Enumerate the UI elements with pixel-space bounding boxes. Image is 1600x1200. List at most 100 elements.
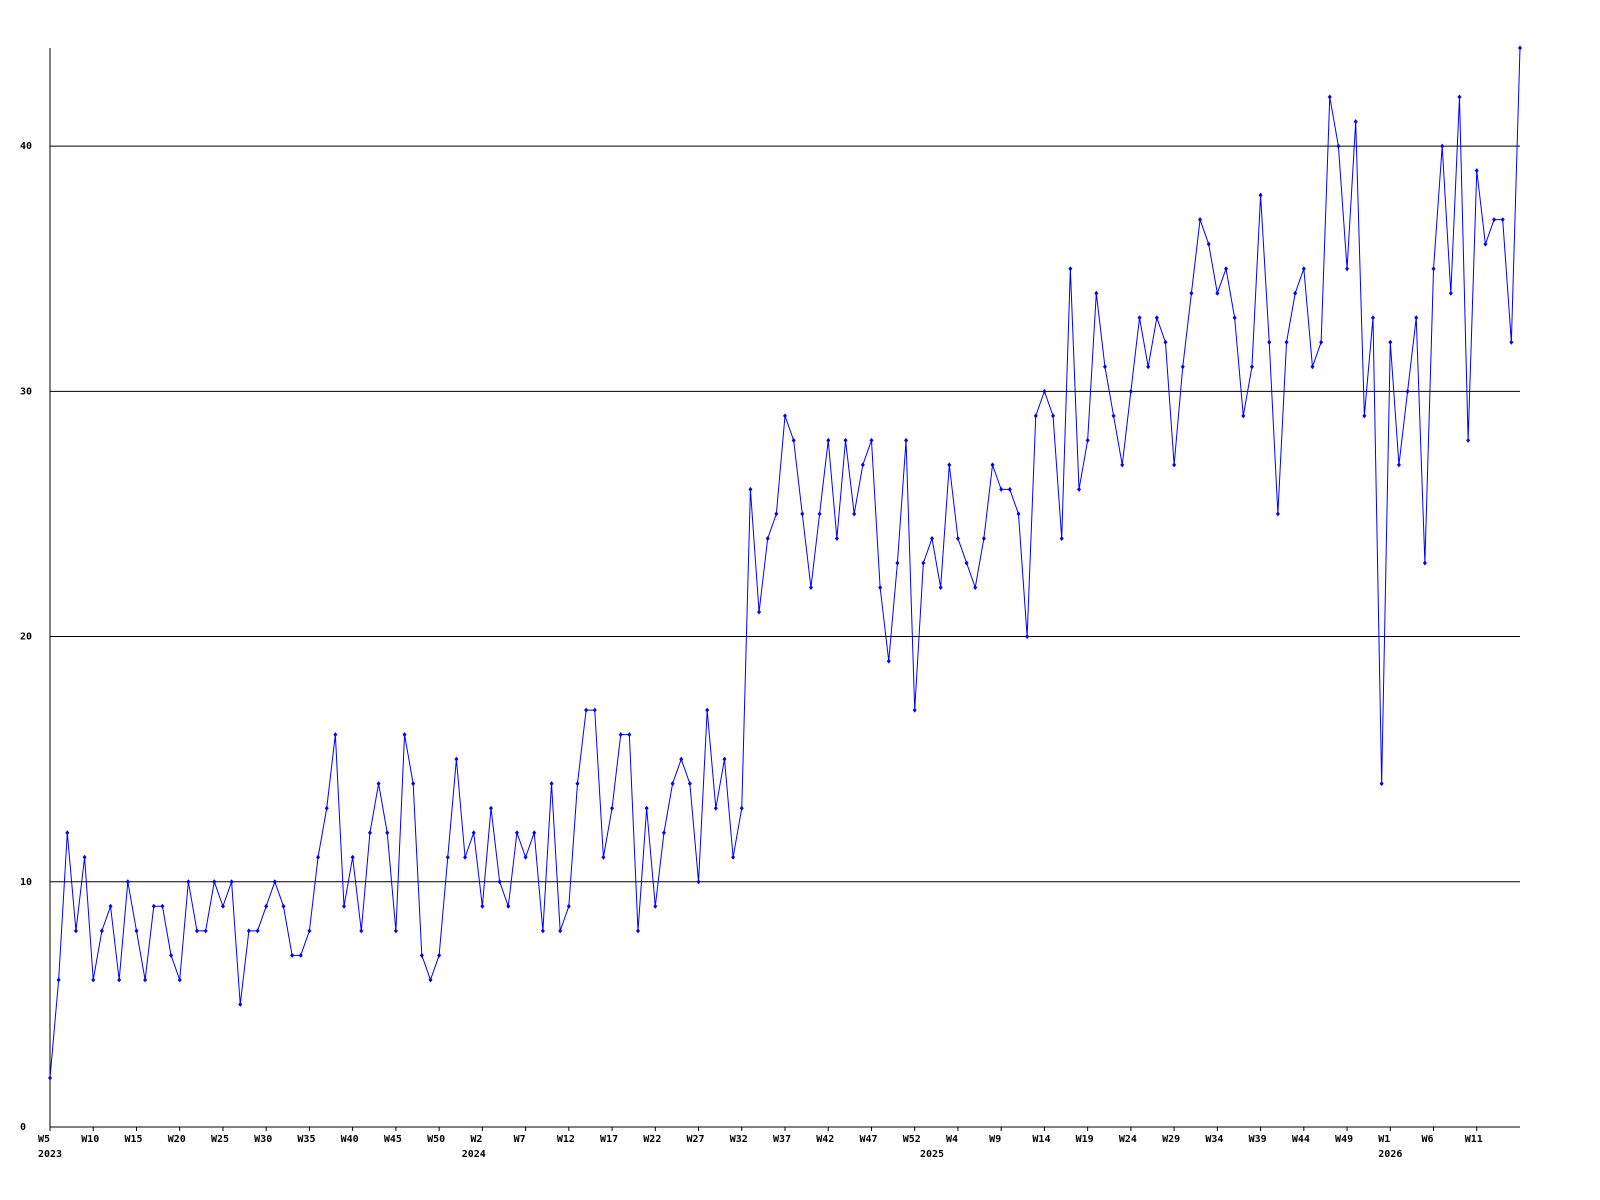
data-point bbox=[852, 511, 857, 517]
data-point bbox=[1362, 413, 1367, 419]
data-point bbox=[463, 854, 468, 860]
data-point bbox=[938, 585, 943, 590]
data-point bbox=[1275, 511, 1280, 517]
x-tick-label: W24 bbox=[1119, 1134, 1137, 1145]
data-point bbox=[1077, 486, 1081, 492]
year-label: 2024 bbox=[462, 1149, 486, 1160]
x-tick-label: W4 bbox=[946, 1134, 958, 1145]
data-point bbox=[1128, 388, 1133, 394]
data-point bbox=[220, 903, 225, 909]
x-tick-label: W30 bbox=[254, 1134, 272, 1145]
x-tick-label: W37 bbox=[773, 1134, 791, 1145]
data-point bbox=[411, 781, 416, 787]
data-point bbox=[618, 732, 623, 738]
data-point bbox=[1293, 290, 1298, 296]
data-point bbox=[774, 511, 779, 517]
y-tick-label: 10 bbox=[20, 877, 32, 888]
data-point bbox=[1137, 315, 1142, 321]
x-tick-label: W7 bbox=[514, 1134, 526, 1145]
data-point bbox=[705, 707, 710, 713]
x-tick-label: W11 bbox=[1465, 1134, 1483, 1145]
data-point bbox=[687, 781, 692, 787]
data-point bbox=[722, 756, 727, 762]
data-point bbox=[1483, 241, 1488, 247]
data-point bbox=[264, 903, 269, 909]
data-point bbox=[1422, 560, 1427, 566]
data-point bbox=[575, 781, 580, 787]
data-point bbox=[1353, 119, 1358, 125]
x-tick-label: W5 bbox=[38, 1134, 50, 1145]
data-point bbox=[670, 781, 675, 787]
data-point bbox=[65, 830, 70, 836]
data-point bbox=[402, 732, 407, 738]
data-point bbox=[1111, 413, 1116, 419]
data-point bbox=[523, 854, 528, 860]
data-point bbox=[1198, 217, 1203, 223]
data-point bbox=[506, 903, 511, 909]
data-point bbox=[886, 658, 891, 664]
data-point bbox=[445, 854, 450, 860]
data-point bbox=[108, 903, 113, 909]
data-point bbox=[497, 879, 502, 885]
data-point bbox=[549, 781, 554, 787]
data-point bbox=[160, 903, 165, 909]
data-point bbox=[679, 756, 684, 762]
data-point bbox=[999, 486, 1004, 492]
data-point bbox=[843, 437, 848, 443]
data-point bbox=[1094, 290, 1099, 296]
data-point bbox=[912, 707, 917, 713]
data-point bbox=[1310, 364, 1315, 370]
data-point bbox=[229, 879, 234, 885]
data-point bbox=[1457, 94, 1462, 100]
data-point bbox=[1431, 266, 1436, 272]
data-point bbox=[808, 585, 813, 590]
data-point bbox=[800, 511, 805, 517]
x-tick-label: W14 bbox=[1032, 1134, 1050, 1145]
data-point bbox=[990, 462, 995, 468]
data-point bbox=[1241, 413, 1246, 419]
data-point bbox=[895, 560, 900, 566]
data-point bbox=[376, 781, 381, 787]
x-tick-label: W39 bbox=[1249, 1134, 1267, 1145]
x-tick-label: W50 bbox=[427, 1134, 445, 1145]
data-point bbox=[791, 437, 796, 443]
data-point bbox=[169, 952, 174, 958]
data-point bbox=[272, 879, 277, 885]
data-point bbox=[480, 903, 485, 909]
data-point bbox=[1440, 143, 1445, 149]
data-point bbox=[186, 879, 191, 885]
data-point bbox=[627, 732, 632, 738]
data-point bbox=[973, 585, 978, 590]
year-label: 2023 bbox=[38, 1149, 62, 1160]
data-point bbox=[1448, 290, 1453, 296]
x-tick-label: W44 bbox=[1292, 1134, 1310, 1145]
data-point bbox=[56, 977, 61, 983]
data-point bbox=[1068, 266, 1073, 272]
x-tick-label: W27 bbox=[687, 1134, 705, 1145]
data-point bbox=[419, 952, 424, 958]
data-point bbox=[532, 830, 537, 836]
data-point bbox=[566, 903, 571, 909]
data-point bbox=[238, 1001, 243, 1007]
data-point bbox=[1146, 364, 1151, 370]
data-point bbox=[1224, 266, 1228, 272]
data-point bbox=[359, 928, 364, 934]
x-tick-label: W6 bbox=[1422, 1134, 1434, 1145]
data-point bbox=[350, 854, 355, 860]
data-point bbox=[1319, 339, 1324, 345]
data-point bbox=[514, 830, 519, 836]
x-tick-label: W19 bbox=[1076, 1134, 1094, 1145]
data-point bbox=[601, 854, 606, 860]
x-tick-label: W52 bbox=[903, 1134, 921, 1145]
data-point bbox=[860, 462, 865, 468]
data-point bbox=[177, 977, 182, 983]
data-point bbox=[748, 486, 753, 492]
data-point bbox=[981, 535, 986, 541]
x-tick-label: W12 bbox=[557, 1134, 575, 1145]
x-tick-label: W35 bbox=[297, 1134, 315, 1145]
data-point bbox=[117, 977, 122, 983]
data-point bbox=[1085, 437, 1090, 443]
data-point bbox=[1466, 437, 1471, 443]
data-point bbox=[1327, 94, 1332, 100]
